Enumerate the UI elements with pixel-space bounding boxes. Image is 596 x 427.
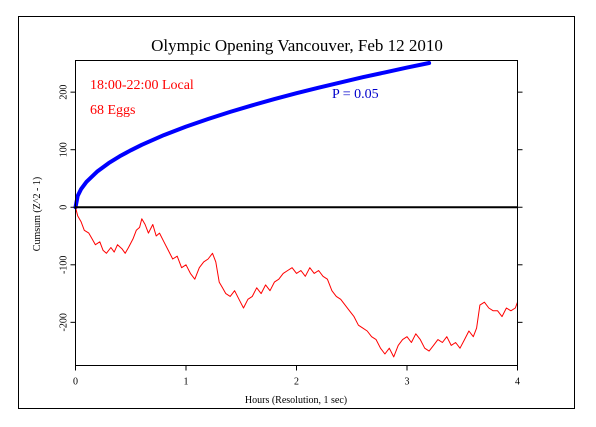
annotation-egg-count: 68 Eggs: [90, 103, 136, 118]
y-tick-label: 200: [59, 85, 70, 100]
outer-frame: [18, 16, 575, 409]
x-axis-label: Hours (Resolution, 1 sec): [245, 395, 347, 406]
x-tick-label: 0: [73, 377, 78, 388]
envelope-series: [73, 61, 432, 210]
y-tick-label: 100: [59, 142, 70, 157]
x-tick-label: 2: [294, 377, 299, 388]
chart-title: Olympic Opening Vancouver, Feb 12 2010: [151, 36, 443, 55]
x-tick-label: 4: [515, 377, 520, 388]
cumsum-series: [75, 207, 518, 358]
y-tick-label: 0: [59, 205, 70, 210]
cumsum-line: [75, 207, 518, 358]
y-axis-label: Cumsum (Z^2 - 1): [32, 177, 43, 251]
annotation-p-value: P = 0.05: [332, 87, 379, 102]
x-tick-label: 3: [405, 377, 410, 388]
annotation-local-time: 18:00-22:00 Local: [90, 78, 194, 93]
envelope-line: [73, 61, 432, 210]
y-tick-label: -100: [59, 256, 70, 274]
x-tick-label: 1: [184, 377, 189, 388]
axis-ticks: 0 1 2 3 4 -200 -100 0 100 200: [59, 85, 523, 388]
y-tick-label: -200: [59, 313, 70, 331]
